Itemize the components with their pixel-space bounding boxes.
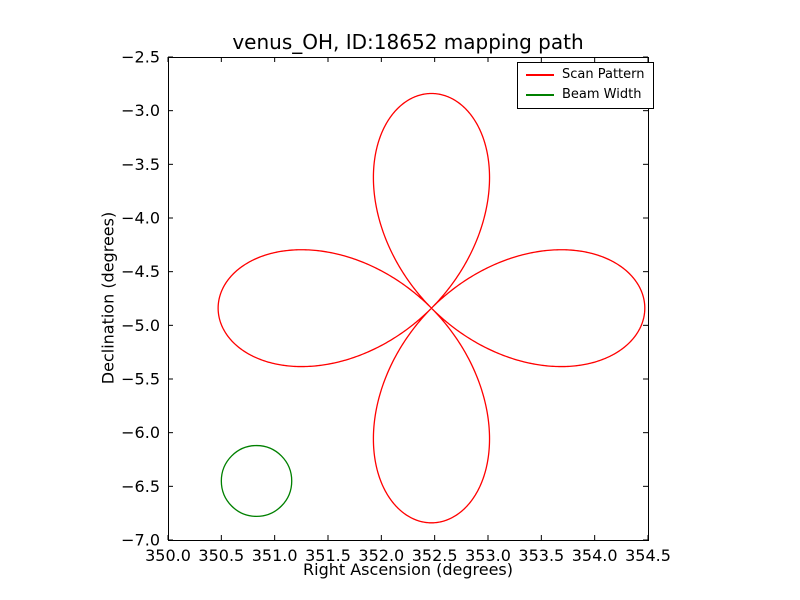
scan-pattern-path xyxy=(217,92,646,524)
chart-title: venus_OH, ID:18652 mapping path xyxy=(232,30,584,54)
x-tick-label: 351.0 xyxy=(252,546,298,565)
beam-width-circle xyxy=(220,444,293,518)
axes-frame xyxy=(168,57,649,541)
x-tick-label: 350.5 xyxy=(198,546,244,565)
x-tick-label: 354.0 xyxy=(572,546,618,565)
x-tick-label: 353.0 xyxy=(465,546,511,565)
x-tick-label: 352.5 xyxy=(412,546,458,565)
x-tick-label: 350.0 xyxy=(145,546,191,565)
legend-label: Scan Pattern xyxy=(562,67,645,82)
y-tick-label: −4.5 xyxy=(121,262,160,281)
x-tick-label: 353.5 xyxy=(518,546,564,565)
x-axis-label: Right Ascension (degrees) xyxy=(303,560,513,579)
y-tick-label: −6.0 xyxy=(121,423,160,442)
y-tick-label: −5.0 xyxy=(121,316,160,335)
beam-width-line-swatch xyxy=(526,94,554,97)
y-tick-label: −6.5 xyxy=(121,477,160,496)
y-tick-label: −2.5 xyxy=(121,48,160,67)
legend-entry-beam-width: Beam Width xyxy=(526,87,645,103)
legend-entry-scan-pattern: Scan Pattern xyxy=(526,67,645,82)
x-tick-label: 352.0 xyxy=(358,546,404,565)
legend-label: Beam Width xyxy=(562,87,642,103)
y-tick-label: −3.0 xyxy=(121,101,160,120)
legend: Scan Pattern Beam Width xyxy=(517,62,654,109)
x-tick-label: 351.5 xyxy=(305,546,351,565)
x-tick-label: 354.5 xyxy=(625,546,671,565)
y-tick-label: −7.0 xyxy=(121,531,160,550)
y-tick-label: −4.0 xyxy=(121,209,160,228)
y-tick-label: −3.5 xyxy=(121,155,160,174)
y-tick-label: −5.5 xyxy=(121,370,160,389)
scan-pattern-line-swatch xyxy=(526,74,554,77)
